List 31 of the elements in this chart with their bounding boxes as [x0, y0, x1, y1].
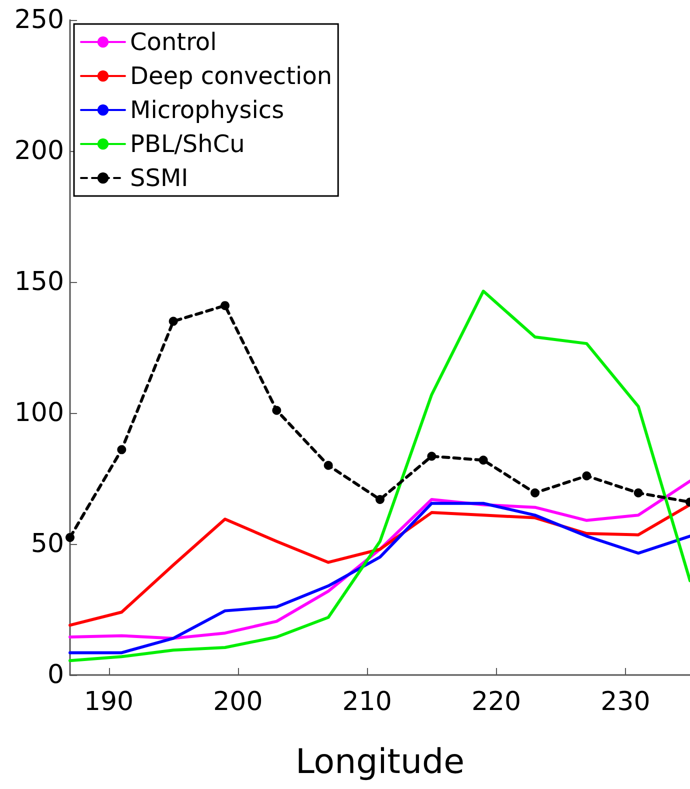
- point: [168, 316, 178, 326]
- point: [530, 488, 540, 498]
- legend-label: Control: [130, 28, 217, 56]
- point: [66, 532, 74, 542]
- point: [324, 460, 333, 470]
- x-axis-title: Longitude: [295, 742, 465, 782]
- point: [634, 488, 643, 498]
- x-tick-label: 200: [213, 687, 263, 717]
- legend-label: SSMI: [130, 164, 188, 192]
- point: [478, 456, 488, 465]
- point: [272, 406, 282, 415]
- y-tick-label: 250: [14, 5, 64, 35]
- point: [427, 452, 436, 461]
- point: [117, 445, 126, 454]
- line-series: [68, 502, 690, 654]
- x-tick-label: 210: [342, 687, 392, 717]
- x-tick-label: 220: [471, 687, 522, 717]
- y-tick-label: 0: [47, 660, 64, 690]
- x-tick-label: 230: [600, 687, 650, 717]
- y-tick-label: 150: [14, 267, 64, 297]
- y-tick-label: 50: [30, 529, 64, 559]
- point: [376, 494, 384, 504]
- line-series: [68, 290, 690, 662]
- point: [220, 301, 230, 310]
- y-tick-label: 200: [14, 136, 64, 166]
- legend-label: PBL/ShCu: [130, 130, 245, 158]
- y-tick-label: 100: [14, 398, 64, 428]
- x-tick-label: 190: [84, 687, 134, 717]
- legend-label: Deep convection: [130, 62, 332, 90]
- legend-label: Microphysics: [130, 96, 284, 124]
- point: [582, 471, 592, 480]
